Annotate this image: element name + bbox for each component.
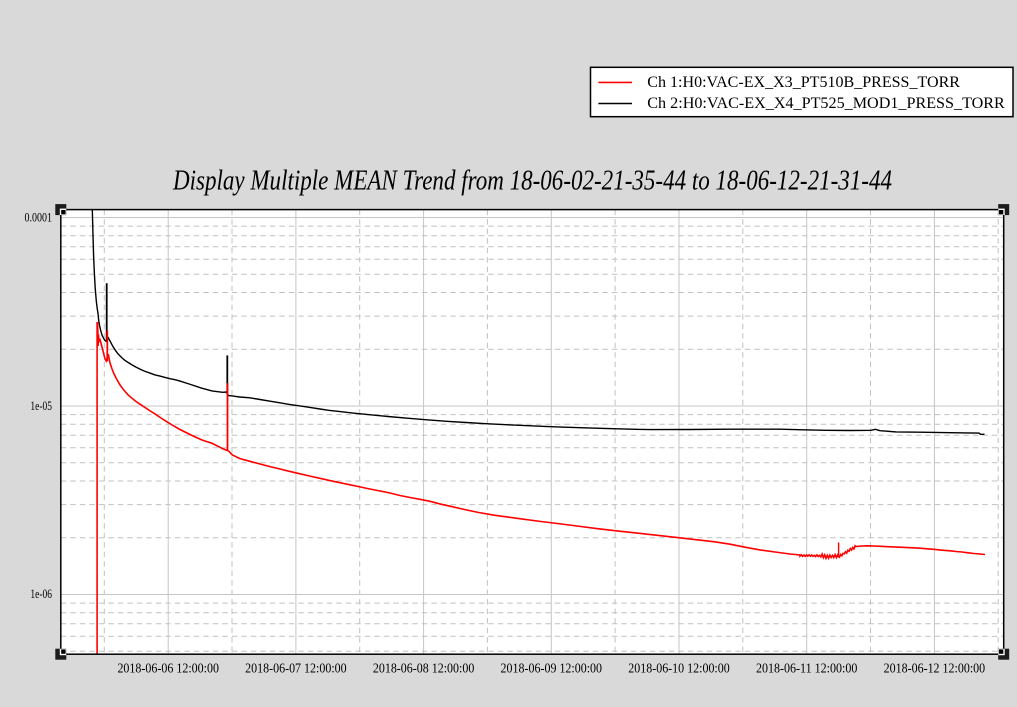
svg-text:2018-06-10 12:00:00: 2018-06-10 12:00:00 [628, 662, 730, 677]
svg-text:2018-06-09 12:00:00: 2018-06-09 12:00:00 [501, 662, 603, 677]
svg-text:2018-06-08 12:00:00: 2018-06-08 12:00:00 [373, 662, 475, 677]
svg-text:1e-05: 1e-05 [30, 399, 52, 413]
svg-text:2018-06-11 12:00:00: 2018-06-11 12:00:00 [756, 662, 858, 677]
svg-text:2018-06-12 12:00:00: 2018-06-12 12:00:00 [884, 662, 986, 677]
svg-text:Display Multiple MEAN Trend fr: Display Multiple MEAN Trend from 18-06-0… [172, 165, 892, 197]
svg-text:1e-06: 1e-06 [30, 587, 52, 601]
svg-text:2018-06-06 12:00:00: 2018-06-06 12:00:00 [117, 662, 219, 677]
svg-text:2018-06-07 12:00:00: 2018-06-07 12:00:00 [245, 662, 347, 677]
svg-text:Ch 1:H0:VAC-EX_X3_PT510B_PRESS: Ch 1:H0:VAC-EX_X3_PT510B_PRESS_TORR [647, 74, 960, 91]
svg-text:Ch 2:H0:VAC-EX_X4_PT525_MOD1_P: Ch 2:H0:VAC-EX_X4_PT525_MOD1_PRESS_TORR [647, 95, 1005, 112]
svg-text:0.0001: 0.0001 [25, 210, 53, 224]
